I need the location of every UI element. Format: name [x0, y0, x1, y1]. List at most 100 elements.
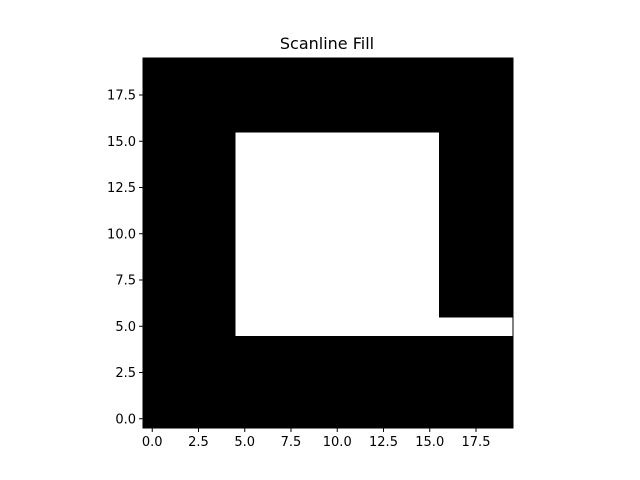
heatmap-cell	[402, 206, 421, 225]
heatmap-cell	[143, 150, 162, 170]
heatmap-cell	[346, 335, 366, 355]
heatmap-cell	[494, 409, 514, 429]
heatmap-cell	[161, 354, 181, 373]
heatmap-cell	[217, 58, 236, 77]
heatmap-cell	[457, 243, 477, 262]
heatmap-cell	[420, 280, 440, 299]
heatmap-cell	[420, 150, 440, 170]
heatmap-cell	[254, 317, 273, 336]
heatmap-cell	[272, 298, 292, 318]
heatmap-cell	[309, 372, 329, 392]
heatmap-cell	[254, 335, 273, 355]
chart-title: Scanline Fill	[280, 34, 374, 53]
heatmap-cell	[198, 391, 218, 410]
heatmap-cell	[402, 169, 421, 188]
heatmap-cell	[494, 280, 514, 299]
heatmap-cell	[161, 280, 181, 299]
heatmap-cell	[161, 298, 181, 318]
heatmap-cell	[309, 95, 329, 114]
heatmap-cell	[328, 95, 347, 114]
heatmap-cell	[272, 335, 292, 355]
heatmap-cell	[235, 206, 255, 225]
heatmap-cell	[402, 132, 421, 151]
heatmap-cell	[198, 317, 218, 336]
heatmap-cell	[198, 169, 218, 188]
heatmap-cell	[254, 354, 273, 373]
heatmap-cell	[365, 317, 384, 336]
heatmap-cell	[161, 76, 181, 96]
heatmap-cell	[383, 409, 403, 429]
heatmap-cell	[198, 354, 218, 373]
heatmap-cell	[402, 280, 421, 299]
heatmap-cell	[143, 391, 162, 410]
x-tick-label: 17.5	[462, 435, 491, 450]
heatmap-cell	[254, 150, 273, 170]
heatmap-cell	[217, 354, 236, 373]
heatmap-cell	[217, 409, 236, 429]
heatmap-cell	[161, 243, 181, 262]
heatmap-cell	[161, 187, 181, 207]
heatmap-cell	[254, 76, 273, 96]
heatmap-cell	[476, 280, 495, 299]
heatmap-cell	[217, 187, 236, 207]
heatmap-cell	[291, 169, 310, 188]
heatmap-cell	[161, 169, 181, 188]
heatmap-cell	[161, 391, 181, 410]
heatmap-cell	[198, 113, 218, 133]
heatmap-cell	[383, 243, 403, 262]
heatmap-cell	[494, 317, 514, 336]
heatmap-cell	[439, 409, 458, 429]
heatmap-cell	[346, 187, 366, 207]
heatmap-cell	[180, 298, 199, 318]
heatmap-cell	[235, 391, 255, 410]
heatmap-cell	[439, 113, 458, 133]
heatmap-cell	[457, 169, 477, 188]
heatmap-cell	[254, 261, 273, 281]
heatmap-cell	[420, 372, 440, 392]
heatmap-cell	[235, 95, 255, 114]
heatmap-cell	[254, 372, 273, 392]
y-tick-label: 7.5	[115, 274, 136, 289]
heatmap-cell	[161, 132, 181, 151]
heatmap-cell	[439, 391, 458, 410]
x-tick-label: 5.0	[234, 435, 255, 450]
heatmap-cell	[309, 169, 329, 188]
heatmap-cell	[272, 95, 292, 114]
heatmap-cell	[365, 335, 384, 355]
heatmap-cell	[180, 243, 199, 262]
heatmap-cell	[217, 298, 236, 318]
heatmap-cell	[328, 335, 347, 355]
heatmap-cell	[328, 261, 347, 281]
heatmap-cell	[217, 372, 236, 392]
heatmap-cell	[161, 335, 181, 355]
y-axis: 0.0 2.5 5.0 7.5 10.0 12.5 15.0 17.5	[107, 89, 143, 427]
heatmap-cell	[291, 187, 310, 207]
heatmap-cell	[476, 132, 495, 151]
heatmap-cell	[365, 372, 384, 392]
heatmap-cell	[383, 187, 403, 207]
heatmap-cell	[494, 150, 514, 170]
heatmap-cell	[457, 261, 477, 281]
heatmap-cell	[291, 354, 310, 373]
heatmap-cell	[420, 317, 440, 336]
y-tick-label: 12.5	[107, 181, 136, 196]
x-tick-label: 10.0	[323, 435, 352, 450]
heatmap-cell	[346, 261, 366, 281]
heatmap-cell	[309, 317, 329, 336]
heatmap-cell	[476, 169, 495, 188]
heatmap-cell	[457, 187, 477, 207]
heatmap-cell	[420, 95, 440, 114]
heatmap-cell	[217, 280, 236, 299]
plot-area	[143, 58, 514, 429]
heatmap-cell	[272, 206, 292, 225]
heatmap-cell	[383, 298, 403, 318]
heatmap-cell	[254, 206, 273, 225]
heatmap-cell	[309, 224, 329, 244]
heatmap-cell	[291, 391, 310, 410]
heatmap-cell	[272, 187, 292, 207]
heatmap-cell	[291, 95, 310, 114]
heatmap-cell	[476, 58, 495, 77]
heatmap-cell	[143, 409, 162, 429]
